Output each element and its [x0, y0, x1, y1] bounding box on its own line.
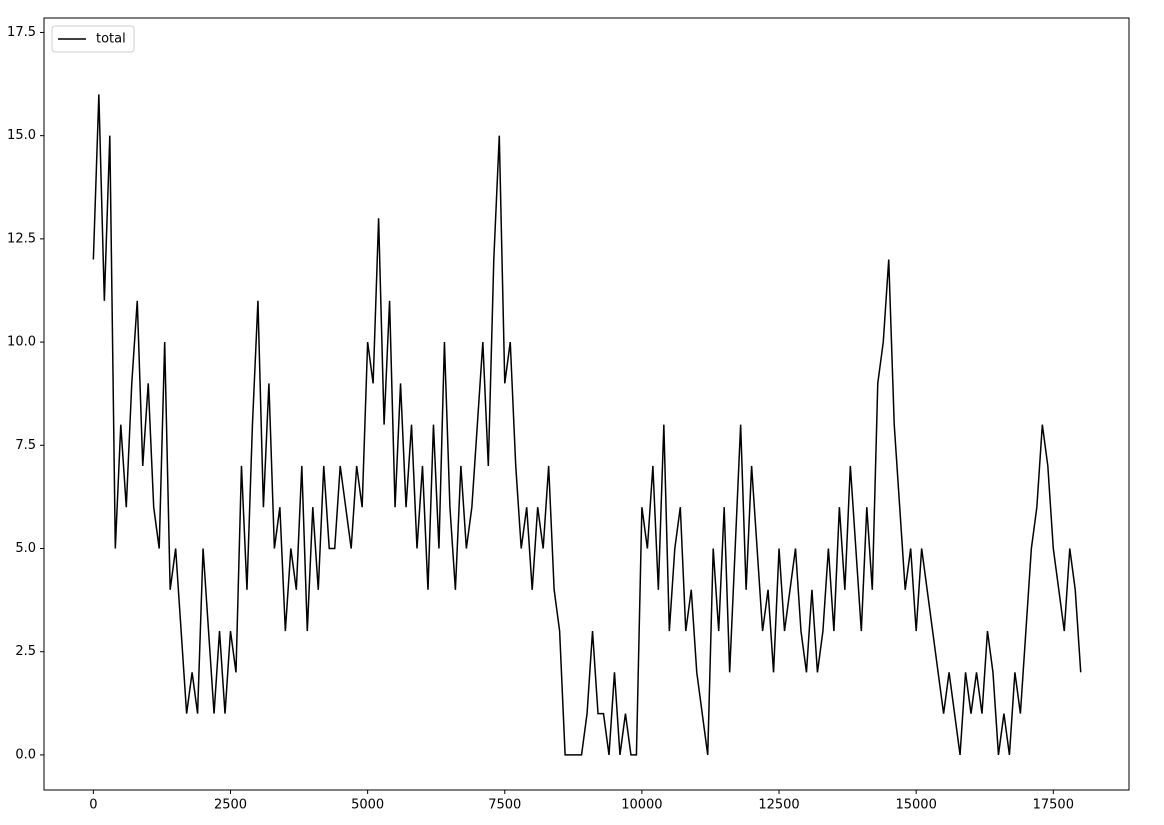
x-tick-label: 5000 [351, 798, 384, 813]
y-tick-label: 17.5 [7, 25, 36, 40]
x-tick-label: 12500 [758, 798, 799, 813]
y-tick-label: 10.0 [7, 335, 36, 350]
x-tick-label: 15000 [895, 798, 936, 813]
x-tick-label: 17500 [1033, 798, 1074, 813]
x-tick-label: 0 [89, 798, 97, 813]
y-tick-label: 12.5 [7, 231, 36, 246]
x-tick-label: 7500 [488, 798, 521, 813]
x-tick-label: 10000 [621, 798, 662, 813]
y-tick-label: 7.5 [15, 438, 36, 453]
y-tick-label: 5.0 [15, 541, 36, 556]
data-line [92, 94, 1082, 756]
y-tick-label: 0.0 [15, 747, 36, 762]
legend-box [51, 25, 135, 53]
plot-area [43, 17, 1130, 791]
y-tick-label: 15.0 [7, 128, 36, 143]
x-tick-label: 2500 [214, 798, 247, 813]
y-tick-label: 2.5 [15, 644, 36, 659]
legend-label: total [96, 32, 126, 47]
